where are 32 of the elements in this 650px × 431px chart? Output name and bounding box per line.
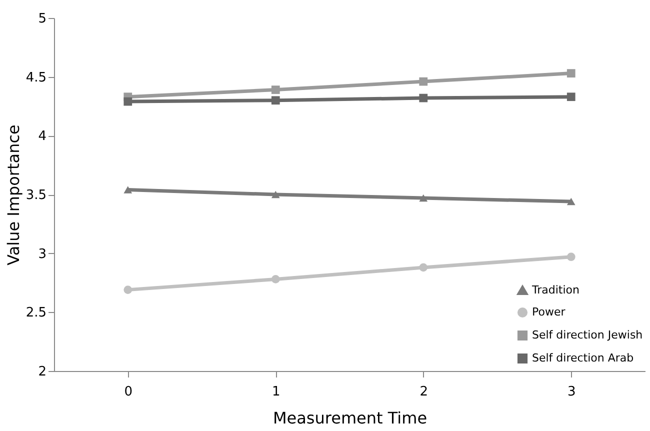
- point: [566, 198, 576, 206]
- point: [124, 97, 132, 106]
- point: [271, 190, 280, 198]
- x-tick-label: 3: [567, 384, 576, 400]
- point: [271, 86, 280, 94]
- point: [271, 275, 280, 284]
- y-tick-label: 4.5: [26, 70, 46, 86]
- x-axis-title: Measurement Time: [272, 408, 428, 428]
- y-tick-label: 3.5: [26, 188, 46, 203]
- y-axis-title: Value Importance: [4, 124, 23, 266]
- legend-label: Self direction Arab: [532, 352, 634, 364]
- y-tick-label: 4: [38, 129, 46, 144]
- point: [566, 69, 576, 78]
- point: [566, 252, 576, 262]
- y-tick-label: 3: [38, 246, 46, 262]
- point: [124, 286, 132, 294]
- legend-label: Tradition: [531, 284, 580, 296]
- point: [419, 194, 428, 202]
- point: [124, 186, 132, 194]
- point: [419, 77, 428, 86]
- point: [419, 94, 428, 102]
- x-tick-label: 0: [124, 384, 133, 400]
- x-tick-label: 2: [420, 384, 428, 400]
- legend-label: Power: [532, 306, 566, 318]
- point: [271, 96, 280, 105]
- legend-label: Self direction Jewish: [532, 328, 643, 342]
- y-tick-label: 2: [38, 364, 46, 380]
- y-tick-label: 2.5: [26, 306, 46, 321]
- point: [566, 92, 576, 102]
- y-tick-label: 5: [38, 12, 46, 26]
- x-tick-label: 1: [272, 384, 280, 400]
- point: [419, 263, 428, 272]
